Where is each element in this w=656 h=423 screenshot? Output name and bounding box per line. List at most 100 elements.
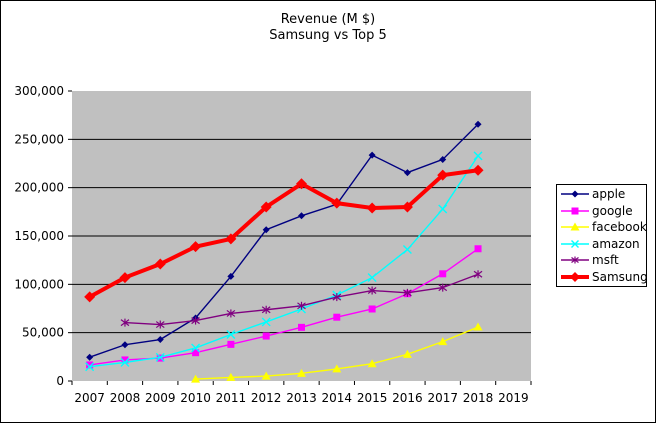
series-msft <box>120 270 483 329</box>
x-axis-label: 2012 <box>251 391 282 405</box>
x-axis-label: 2014 <box>322 391 353 405</box>
marker-x <box>155 352 165 362</box>
marker-asterisk <box>261 305 271 314</box>
y-axis: 0 50,000 100,000 150,000 200,000 250,000 300,0… <box>14 84 72 388</box>
legend: apple google facebook amazon msft Samsung <box>556 184 648 287</box>
marker-triangle <box>191 374 201 383</box>
marker-diamond <box>437 169 449 181</box>
legend-label: amazon <box>592 236 640 251</box>
marker-x <box>85 362 95 372</box>
marker-diamond <box>298 212 305 220</box>
marker-square <box>86 361 94 369</box>
marker-x <box>261 317 271 327</box>
legend-label: msft <box>592 253 619 268</box>
marker-asterisk <box>191 316 200 325</box>
legend-swatch-triangle-icon <box>561 222 589 231</box>
chart-title: Revenue (M $) Samsung vs Top 5 <box>1 12 655 44</box>
marker-asterisk <box>571 256 579 264</box>
marker-diamond <box>156 336 164 344</box>
x-axis-label: 2007 <box>74 391 105 405</box>
y-axis-label: 200,000 <box>14 181 64 195</box>
y-axis-label: 100,000 <box>14 277 64 291</box>
legend-item-apple: apple <box>560 186 646 202</box>
series-amazon <box>85 151 483 372</box>
x-axis-label: 2019 <box>498 391 529 405</box>
marker-triangle <box>297 368 306 377</box>
marker-x <box>367 273 377 283</box>
legend-item-google: google <box>560 203 646 219</box>
marker-diamond <box>401 201 413 213</box>
marker-diamond <box>296 178 307 190</box>
marker-square <box>227 340 235 348</box>
marker-diamond <box>260 201 272 213</box>
legend-item-msft: msft <box>560 252 646 268</box>
x-axis-label: 2008 <box>110 391 141 405</box>
marker-diamond <box>225 233 237 245</box>
legend-item-facebook: facebook <box>560 219 647 235</box>
legend-swatch-x-icon <box>561 239 589 248</box>
x-axis-label: 2018 <box>463 391 494 405</box>
series-line <box>89 123 479 358</box>
marker-diamond <box>84 291 96 303</box>
legend-item-amazon: amazon <box>560 236 646 252</box>
marker-asterisk <box>367 286 377 295</box>
marker-diamond <box>439 155 447 163</box>
marker-x <box>438 204 448 214</box>
marker-diamond <box>571 190 579 198</box>
marker-square <box>298 323 305 331</box>
marker-diamond <box>227 272 235 280</box>
legend-label: Samsung <box>592 269 648 284</box>
y-axis-label: 0 <box>56 374 64 388</box>
marker-diamond <box>190 241 202 253</box>
marker-diamond <box>366 202 378 214</box>
marker-x <box>191 343 201 353</box>
marker-x <box>473 151 483 161</box>
marker-square <box>571 207 579 215</box>
marker-diamond <box>472 164 484 176</box>
marker-diamond <box>570 271 580 282</box>
marker-asterisk <box>403 288 412 297</box>
legend-swatch-diamond-icon <box>561 190 589 198</box>
x-axis-label: 2009 <box>145 391 176 405</box>
legend-swatch-diamond-icon <box>561 271 589 282</box>
series-facebook <box>191 322 483 383</box>
marker-x <box>402 245 412 255</box>
series-samsung <box>84 164 484 303</box>
x-axis: 2007 2008 2009 2010 2011 2012 2013 2014 2015 2016… <box>71 381 532 405</box>
marker-triangle <box>473 322 483 331</box>
marker-asterisk <box>226 309 236 318</box>
legend-label: facebook <box>592 220 647 235</box>
marker-diamond <box>262 226 270 234</box>
x-axis-label: 2015 <box>357 391 388 405</box>
y-axis-label: 300,000 <box>14 84 64 98</box>
chart-title-line2: Samsung vs Top 5 <box>269 28 387 43</box>
marker-triangle <box>438 337 448 346</box>
marker-square <box>262 332 270 340</box>
marker-diamond <box>403 169 411 177</box>
marker-square <box>368 305 376 313</box>
marker-diamond <box>154 258 166 270</box>
x-axis-label: 2013 <box>286 391 317 405</box>
marker-diamond <box>121 341 129 349</box>
marker-square <box>439 270 447 278</box>
legend-label: google <box>592 203 633 218</box>
marker-diamond <box>119 272 131 284</box>
marker-triangle <box>226 372 236 381</box>
marker-triangle <box>367 359 377 368</box>
marker-x <box>120 357 130 367</box>
marker-square <box>121 356 129 364</box>
x-axis-label: 2017 <box>427 391 458 405</box>
series-line <box>89 155 479 368</box>
marker-asterisk <box>438 283 448 292</box>
marker-asterisk <box>473 270 483 279</box>
x-axis-label: 2010 <box>180 391 211 405</box>
marker-triangle <box>402 349 412 358</box>
legend-item-samsung: Samsung <box>560 269 648 285</box>
y-axis-label: 50,000 <box>22 326 64 340</box>
marker-square <box>474 245 482 253</box>
marker-asterisk <box>155 320 165 329</box>
y-axis-label: 150,000 <box>14 229 64 243</box>
marker-x <box>226 330 236 339</box>
